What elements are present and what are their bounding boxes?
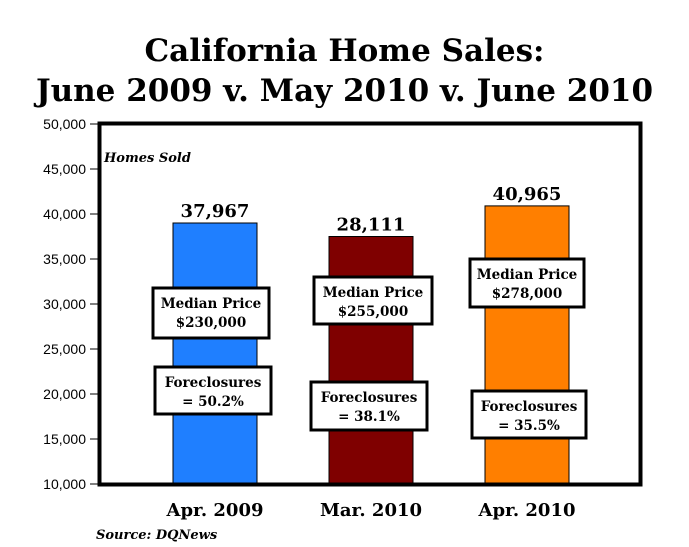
y-tick-label: 40,000 — [43, 206, 86, 222]
foreclosures-box: Foreclosures = 35.5% — [470, 389, 588, 440]
foreclosures-box-value: = 50.2% — [182, 394, 244, 410]
median-price-box-value: $255,000 — [338, 304, 408, 320]
x-tick-label: Mar. 2010 — [320, 500, 422, 521]
y-tick-label: 20,000 — [43, 386, 86, 402]
x-tick-label: Apr. 2009 — [165, 500, 263, 521]
median-price-box: Median Price $278,000 — [468, 257, 586, 309]
foreclosures-box-label: Foreclosures — [321, 390, 418, 406]
bar — [484, 205, 570, 485]
foreclosures-box-value: = 38.1% — [338, 409, 400, 425]
bar-value-label: 37,967 — [181, 201, 250, 222]
y-tick-label: 25,000 — [43, 341, 86, 357]
foreclosures-box-frame — [153, 365, 273, 416]
bar — [328, 236, 414, 485]
y-tick-label: 45,000 — [43, 161, 86, 177]
median-price-box-frame — [151, 286, 271, 340]
foreclosures-box-frame — [309, 380, 429, 432]
y-tick-label: 10,000 — [43, 476, 86, 492]
y-tick-label: 15,000 — [43, 431, 86, 447]
y-tick-label: 35,000 — [43, 251, 86, 267]
median-price-box-value: $278,000 — [492, 286, 562, 302]
foreclosures-box-frame — [470, 389, 588, 440]
y-tick-label: 50,000 — [43, 116, 86, 132]
y-axis-label: Homes Sold — [103, 151, 191, 166]
median-price-box-value: $230,000 — [176, 315, 246, 331]
chart-title-line1: California Home Sales: — [144, 33, 545, 69]
bar-value-label: 28,111 — [337, 215, 406, 236]
median-price-box-label: Median Price — [161, 296, 262, 312]
foreclosures-box: Foreclosures = 38.1% — [309, 380, 429, 432]
median-price-box: Median Price $255,000 — [312, 275, 434, 326]
foreclosures-box-label: Foreclosures — [481, 399, 578, 415]
foreclosures-box: Foreclosures = 50.2% — [153, 365, 273, 416]
x-tick-label: Apr. 2010 — [477, 500, 575, 521]
foreclosures-box-value: = 35.5% — [498, 418, 560, 434]
median-price-box-label: Median Price — [323, 285, 424, 301]
y-tick-label: 30,000 — [43, 296, 86, 312]
median-price-box-frame — [468, 257, 586, 309]
foreclosures-box-label: Foreclosures — [165, 375, 262, 391]
median-price-box-frame — [312, 275, 434, 326]
bar — [172, 222, 258, 485]
bar-value-label: 40,965 — [493, 184, 562, 205]
median-price-box-label: Median Price — [477, 267, 578, 283]
plot-frame — [97, 121, 643, 487]
source-note: Source: DQNews — [96, 528, 218, 543]
chart-title-line2: June 2009 v. May 2010 v. June 2010 — [35, 73, 654, 109]
median-price-box: Median Price $230,000 — [151, 286, 271, 340]
